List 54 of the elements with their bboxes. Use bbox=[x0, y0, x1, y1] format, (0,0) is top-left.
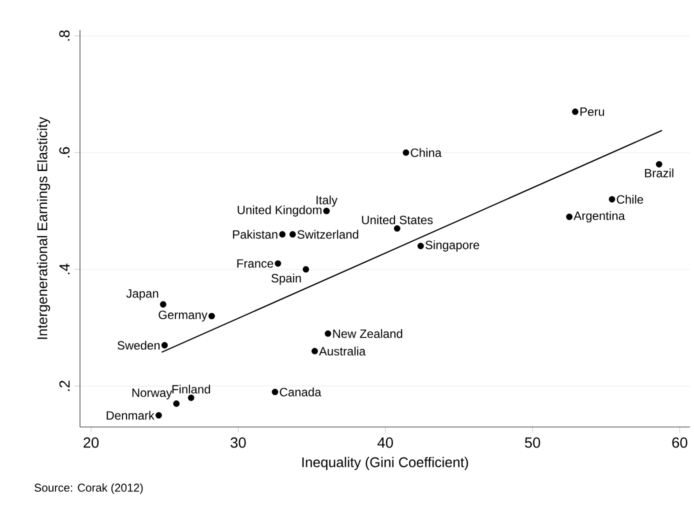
annotation: Norway bbox=[132, 388, 172, 400]
point bbox=[160, 301, 166, 308]
annotation: China bbox=[410, 148, 442, 158]
annotation: United States bbox=[362, 215, 433, 224]
point bbox=[161, 342, 168, 348]
point bbox=[566, 214, 573, 220]
point bbox=[302, 266, 310, 273]
y-tick-label: .4 bbox=[60, 264, 70, 274]
x-tick-label: 50 bbox=[524, 437, 540, 448]
annotation: Italy bbox=[316, 196, 338, 207]
annotation: New Zealand bbox=[333, 329, 402, 338]
point bbox=[272, 388, 278, 396]
x-axis-title: Inequality (Gini Coefficient) bbox=[302, 456, 468, 470]
annotation: Australia bbox=[319, 346, 366, 356]
point bbox=[608, 196, 616, 203]
annotation: Canada bbox=[280, 388, 322, 396]
annotation: Denmark bbox=[106, 410, 154, 420]
annotation: Brazil bbox=[645, 168, 674, 178]
annotation: Singapore bbox=[426, 240, 480, 252]
y-tick-label: .6 bbox=[59, 147, 70, 158]
point bbox=[312, 348, 318, 354]
annotation: Germany bbox=[158, 310, 208, 322]
x-tick-label: 40 bbox=[378, 437, 393, 448]
annotation: Peru bbox=[580, 108, 604, 116]
y-axis-title: Intergenerational Earnings Elasticity bbox=[37, 116, 50, 339]
y-tick-label: .2 bbox=[59, 380, 70, 391]
x-tick-label: 20 bbox=[84, 437, 99, 448]
point bbox=[394, 225, 400, 232]
point bbox=[324, 330, 332, 337]
annotation: Japan bbox=[126, 289, 158, 300]
point bbox=[188, 394, 194, 401]
annotation: Argentina bbox=[574, 211, 625, 222]
point bbox=[173, 400, 180, 407]
point bbox=[572, 108, 578, 115]
x-tick-label: 30 bbox=[230, 437, 246, 448]
annotation: Switzerland bbox=[297, 230, 358, 239]
annotation: Spain bbox=[271, 274, 301, 285]
annotation: Pakistan bbox=[233, 230, 278, 239]
point bbox=[274, 260, 282, 267]
point bbox=[417, 242, 424, 250]
annotation: France bbox=[237, 259, 274, 268]
point bbox=[156, 412, 162, 419]
point bbox=[656, 161, 662, 168]
annotation: Finland bbox=[172, 384, 210, 394]
point bbox=[289, 231, 296, 238]
annotation: United Kingdom bbox=[238, 205, 322, 217]
point bbox=[208, 312, 215, 320]
y-tick-label: .8 bbox=[59, 30, 70, 41]
annotation: Chile bbox=[616, 194, 644, 204]
annotation: Sweden bbox=[118, 340, 160, 350]
point bbox=[402, 149, 410, 156]
source-note: Source: Corak (2012) bbox=[34, 483, 143, 494]
point bbox=[279, 231, 286, 238]
x-tick-label: 60 bbox=[672, 437, 688, 448]
